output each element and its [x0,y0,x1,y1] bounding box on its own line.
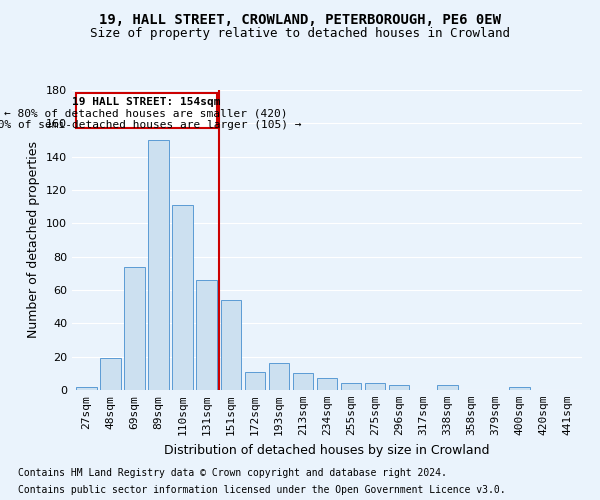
Y-axis label: Number of detached properties: Number of detached properties [28,142,40,338]
Text: Contains HM Land Registry data © Crown copyright and database right 2024.: Contains HM Land Registry data © Crown c… [18,468,447,477]
Bar [100,358,121,390]
Bar [365,384,385,390]
Bar [221,300,241,390]
Bar [172,205,193,390]
Bar [196,280,217,390]
Bar [148,140,169,390]
Bar [341,384,361,390]
Bar [76,386,97,390]
Bar [317,378,337,390]
Text: 20% of semi-detached houses are larger (105) →: 20% of semi-detached houses are larger (… [0,120,301,130]
Bar [389,385,409,390]
Bar [509,386,530,390]
Text: Contains public sector information licensed under the Open Government Licence v3: Contains public sector information licen… [18,485,506,495]
Text: Size of property relative to detached houses in Crowland: Size of property relative to detached ho… [90,28,510,40]
Text: 19, HALL STREET, CROWLAND, PETERBOROUGH, PE6 0EW: 19, HALL STREET, CROWLAND, PETERBOROUGH,… [99,12,501,26]
Bar [124,266,145,390]
Bar [293,374,313,390]
FancyBboxPatch shape [76,94,217,128]
Bar [245,372,265,390]
Text: ← 80% of detached houses are smaller (420): ← 80% of detached houses are smaller (42… [4,108,288,118]
Text: 19 HALL STREET: 154sqm: 19 HALL STREET: 154sqm [72,96,220,106]
Bar [437,385,458,390]
X-axis label: Distribution of detached houses by size in Crowland: Distribution of detached houses by size … [164,444,490,456]
Bar [269,364,289,390]
